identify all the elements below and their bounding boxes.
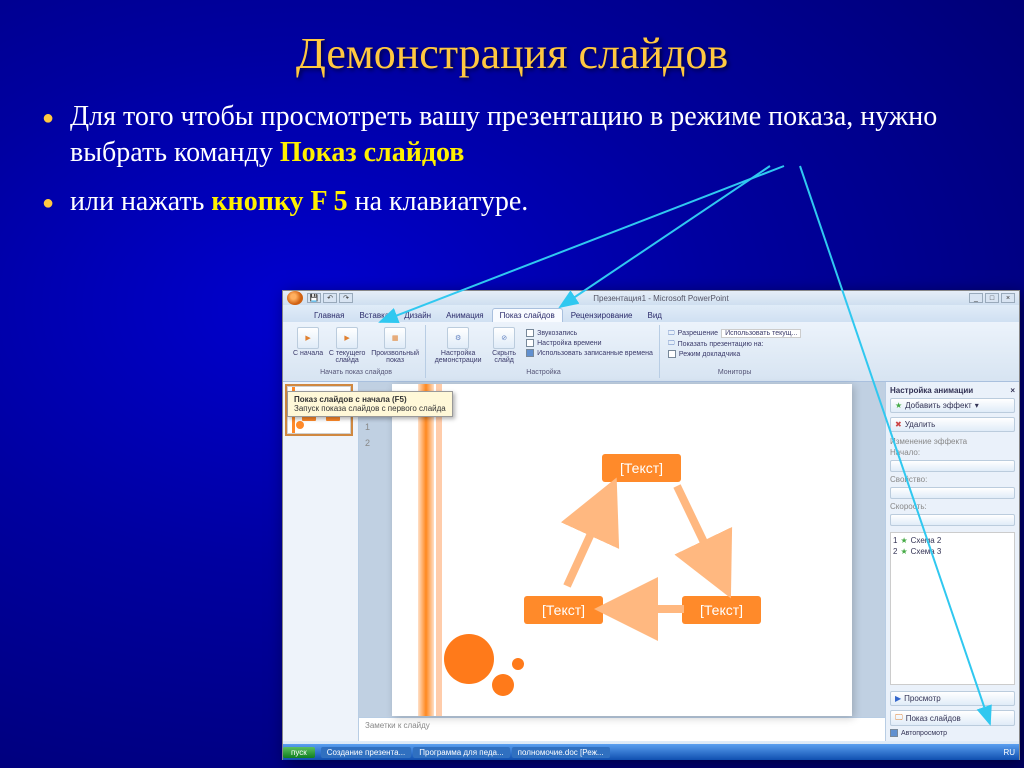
slideshow-button[interactable]: 🖵Показ слайдов <box>890 710 1015 726</box>
star-icon: ★ <box>900 547 907 556</box>
use-timings-check[interactable]: Использовать записанные времена <box>526 349 653 357</box>
x-icon: ✖ <box>895 420 902 429</box>
workspace: 1 2 [Текст] [Текст] [Текст] <box>283 382 1019 741</box>
qat-save-icon[interactable]: 💾 <box>307 293 321 303</box>
tooltip-body: Запуск показа слайдов с первого слайда <box>294 404 446 413</box>
tab-home[interactable]: Главная <box>307 309 351 322</box>
qat-undo-icon[interactable]: ↶ <box>323 293 337 303</box>
close-button[interactable]: × <box>1001 293 1015 303</box>
taskbar-item-1[interactable]: Создание презента... <box>321 747 412 758</box>
group-monitors-label: Мониторы <box>668 369 801 376</box>
tab-view[interactable]: Вид <box>641 309 669 322</box>
bullet-2-highlight: кнопку F 5 <box>211 186 347 217</box>
minimize-button[interactable]: _ <box>969 293 983 303</box>
star-icon: ★ <box>895 401 902 410</box>
slide-area: 1 2 [Текст] [Текст] [Текст] <box>359 382 885 741</box>
ribbon-group-setup: ⚙ Настройка демонстрации ⊘ Скрыть слайд … <box>428 325 660 378</box>
show-on-row[interactable]: 🖵 Показать презентацию на: <box>668 340 801 348</box>
close-icon[interactable]: × <box>1010 386 1015 395</box>
diagram-arrows <box>392 384 852 716</box>
bullet-1-highlight: Показ слайдов <box>280 137 465 168</box>
tab-insert[interactable]: Вставка <box>352 309 396 322</box>
property-label: Свойство: <box>890 475 1015 484</box>
office-button[interactable] <box>287 291 303 305</box>
play-button[interactable]: ▶Просмотр <box>890 691 1015 706</box>
play-icon: ▶ <box>305 334 310 342</box>
tab-design[interactable]: Дизайн <box>397 309 438 322</box>
tooltip-title: Показ слайдов с начала (F5) <box>294 395 446 404</box>
hide-slide-button[interactable]: ⊘ Скрыть слайд <box>486 327 522 364</box>
setup-show-button[interactable]: ⚙ Настройка демонстрации <box>434 327 482 364</box>
qat-redo-icon[interactable]: ↷ <box>339 293 353 303</box>
powerpoint-screenshot: 💾 ↶ ↷ Презентация1 - Microsoft PowerPoin… <box>282 290 1020 760</box>
tab-animation[interactable]: Анимация <box>439 309 491 322</box>
canvas-wrap: 1 2 [Текст] [Текст] [Текст] <box>359 382 885 717</box>
remove-effect-button[interactable]: ✖ Удалить <box>890 417 1015 432</box>
screen-icon: 🖵 <box>895 713 903 723</box>
bullet-2-post: на клавиатуре. <box>348 186 529 217</box>
property-dropdown[interactable] <box>890 487 1015 499</box>
ruler-mark-2: 2 <box>365 438 370 448</box>
group-start-label: Начать показ слайдов <box>293 369 419 376</box>
gear-icon: ⚙ <box>455 334 461 342</box>
pane-title: Настройка анимации × <box>890 386 1015 395</box>
bullet-2: или нажать кнопку F 5 на клавиатуре. <box>70 184 974 220</box>
taskbar-item-3[interactable]: полномочие.doc [Реж... <box>512 747 610 758</box>
modify-label: Изменение эффекта <box>890 437 1015 446</box>
resolution-row[interactable]: 🖵 Разрешение Использовать текущ... <box>668 329 801 338</box>
play-icon: ▶ <box>895 694 901 703</box>
effect-item-1[interactable]: 1 ★ Схема 2 <box>893 535 1012 546</box>
presenter-view-check[interactable]: Режим докладчика <box>668 350 801 358</box>
bullet-1-text: Для того чтобы просмотреть вашу презента… <box>70 101 937 168</box>
animation-pane: Настройка анимации × ★ Добавить эффект ▾… <box>885 382 1019 741</box>
tray-lang[interactable]: RU <box>1003 748 1015 757</box>
maximize-button[interactable]: □ <box>985 293 999 303</box>
windows-taskbar: пуск Создание презента... Программа для … <box>283 744 1019 760</box>
ribbon: ▶ С начала ▶ С текущего слайда ▦ Произво… <box>283 322 1019 382</box>
from-beginning-button[interactable]: ▶ С начала <box>293 327 323 364</box>
bullet-list: Для того чтобы просмотреть вашу презента… <box>0 79 1024 220</box>
window-titlebar: 💾 ↶ ↷ Презентация1 - Microsoft PowerPoin… <box>283 291 1019 305</box>
hide-icon: ⊘ <box>501 334 507 342</box>
add-effect-button[interactable]: ★ Добавить эффект ▾ <box>890 398 1015 413</box>
bullet-1: Для того чтобы просмотреть вашу презента… <box>70 99 974 172</box>
autopreview-check[interactable]: Автопросмотр <box>890 729 1015 737</box>
custom-show-button[interactable]: ▦ Произвольный показ <box>371 327 419 364</box>
monitor-icon: 🖵 <box>668 340 675 348</box>
window-title: Презентация1 - Microsoft PowerPoint <box>353 294 969 303</box>
speed-label: Скорость: <box>890 502 1015 511</box>
effect-item-2[interactable]: 2 ★ Схема 3 <box>893 546 1012 557</box>
ribbon-tabs: Главная Вставка Дизайн Анимация Показ сл… <box>283 305 1019 322</box>
tooltip: Показ слайдов с начала (F5) Запуск показ… <box>287 391 453 417</box>
from-current-button[interactable]: ▶ С текущего слайда <box>327 327 367 364</box>
play-icon: ▶ <box>344 334 349 342</box>
rehearse-check[interactable]: Настройка времени <box>526 339 653 347</box>
effects-list[interactable]: 1 ★ Схема 2 2 ★ Схема 3 <box>890 532 1015 685</box>
ribbon-group-start: ▶ С начала ▶ С текущего слайда ▦ Произво… <box>287 325 426 378</box>
star-icon: ★ <box>900 536 907 545</box>
ruler-mark-1: 1 <box>365 422 370 432</box>
thumbnails-pane <box>283 382 359 741</box>
start-button[interactable]: пуск <box>283 747 315 758</box>
bullet-2-pre: или нажать <box>70 186 211 217</box>
taskbar-item-2[interactable]: Программа для педа... <box>413 747 509 758</box>
speed-dropdown[interactable] <box>890 514 1015 526</box>
notes-pane[interactable]: Заметки к слайду <box>359 717 885 741</box>
start-dropdown[interactable] <box>890 460 1015 472</box>
start-label: Начало: <box>890 448 1015 457</box>
tab-review[interactable]: Рецензирование <box>564 309 640 322</box>
record-check[interactable]: Звукозапись <box>526 329 653 337</box>
group-setup-label: Настройка <box>434 369 653 376</box>
ribbon-group-monitors: 🖵 Разрешение Использовать текущ... 🖵 Пок… <box>662 325 807 378</box>
slides-icon: ▦ <box>392 334 399 342</box>
tab-slideshow[interactable]: Показ слайдов <box>492 308 563 322</box>
slide-title: Демонстрация слайдов <box>0 0 1024 79</box>
slide-canvas[interactable]: [Текст] [Текст] [Текст] <box>392 384 852 716</box>
monitor-icon: 🖵 <box>668 330 675 338</box>
